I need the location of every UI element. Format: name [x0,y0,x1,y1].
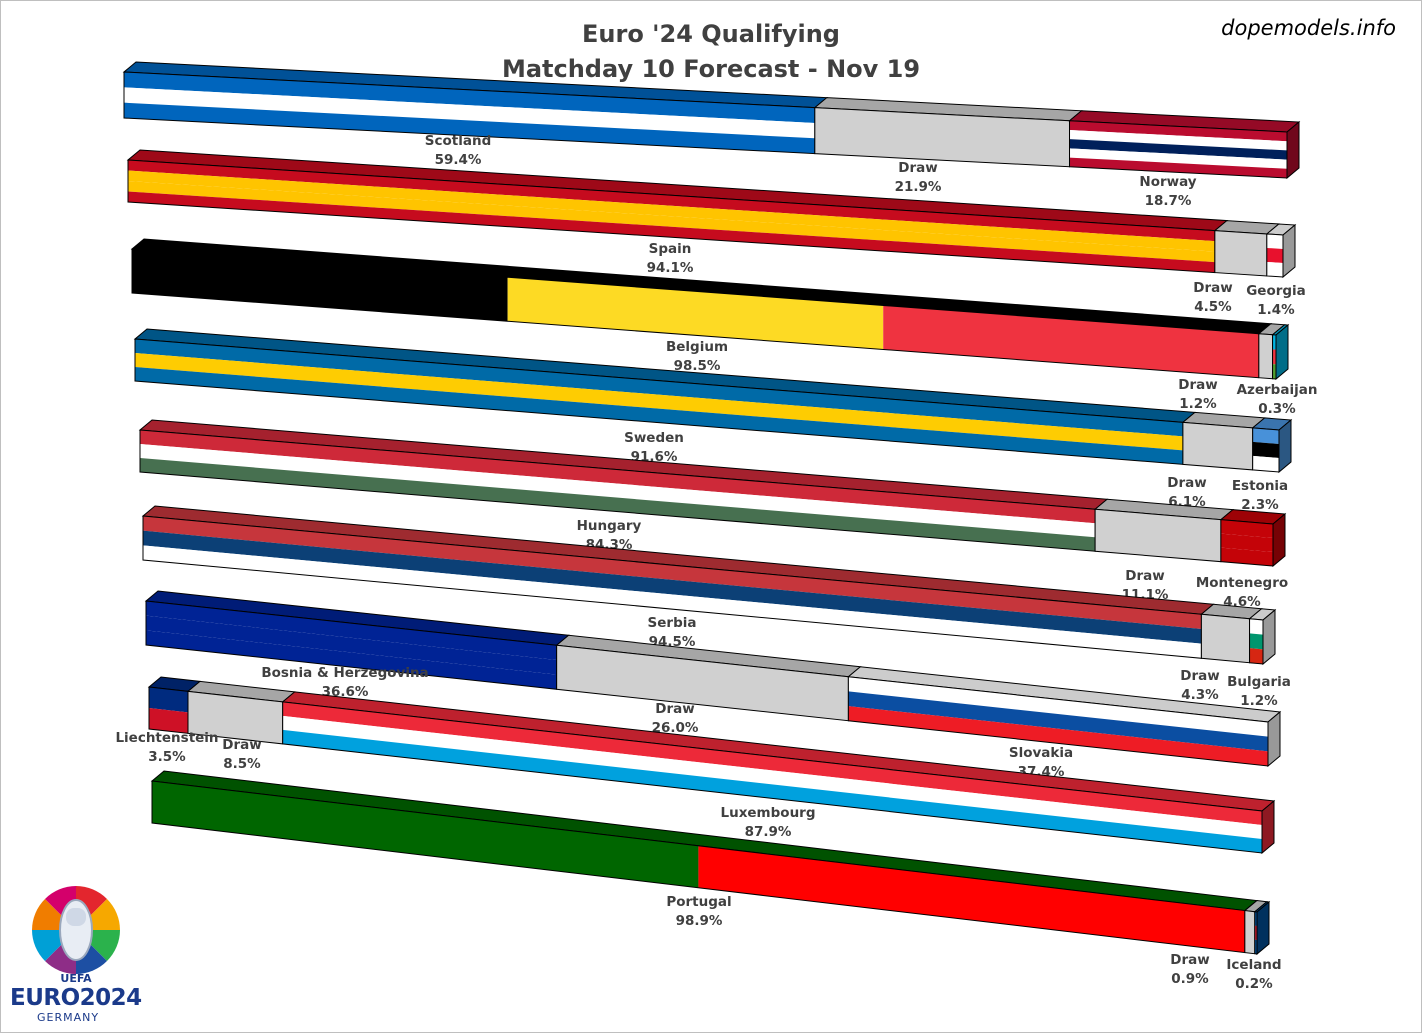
label-home-pct: 59.4% [435,152,482,168]
label-draw-name: Draw [1180,668,1219,684]
bar-segment-home [130,238,1273,379]
label-home-pct: 98.9% [676,913,723,929]
label-draw-name: Draw [1193,280,1232,296]
label-draw-pct: 4.5% [1194,299,1232,315]
label-draw-pct: 8.5% [223,756,261,772]
bar-end-cap [1286,120,1300,180]
label-away-pct: 18.7% [1145,193,1192,209]
bar-segment-away [1219,509,1287,567]
bar-end-cap [1282,223,1296,279]
bar-segment-home [141,505,1215,659]
bar-segment-home [133,328,1197,465]
label-home-pct: 3.5% [148,749,186,765]
bar-segment-draw [186,680,296,745]
label-draw-pct: 0.9% [1171,971,1209,987]
label-draw-pct: 21.9% [895,179,942,195]
label-home-name: Serbia [648,615,697,631]
label-away-pct: 1.2% [1240,693,1278,709]
bar-segment-draw [1200,603,1263,664]
label-home-pct: 98.5% [674,358,721,374]
label-away-pct: 2.3% [1241,497,1279,513]
bar-end-cap [1272,512,1286,568]
label-away-name: Estonia [1232,478,1288,494]
bar-segment-draw [1093,498,1235,563]
bar-end-cap [1256,900,1270,956]
label-away-name: Montenegro [1196,575,1288,591]
bar-segment-draw [1181,411,1266,471]
logo-brand-text: EURO2024 [10,985,142,1011]
label-away-name: Bulgaria [1227,674,1291,690]
label-draw-pct: 1.2% [1179,396,1217,412]
label-draw-name: Draw [222,737,261,753]
chart-title: Euro '24 Qualifying [582,20,840,48]
label-draw-pct: 26.0% [652,720,699,736]
bar-end-cap [1275,323,1289,381]
label-home-pct: 94.1% [647,260,694,276]
bar-segment-away [1265,223,1297,278]
label-away-pct: 87.9% [745,824,792,840]
bar-segment-draw [555,634,862,722]
label-draw-name: Draw [1170,952,1209,968]
svg-text:UEFA: UEFA [60,972,92,985]
label-home-name: Bosnia & Herzegovina [261,665,428,681]
label-away-pct: 1.4% [1257,302,1295,318]
label-home-name: Belgium [666,339,728,355]
bar-segment-away [1248,608,1277,665]
euro2024-logo-icon: UEFA [32,886,120,985]
label-home-name: Sweden [624,430,684,446]
bar-segment-away [1251,417,1293,473]
bar-segment-draw [813,97,1083,168]
label-draw-name: Draw [898,160,937,176]
bar-segment-away [847,666,1282,767]
bar-end-cap [1267,710,1281,768]
chart-subtitle: Matchday 10 Forecast - Nov 19 [501,55,921,83]
bar-end-cap [1261,799,1275,855]
bar-segment-away [281,691,1276,854]
logo-sub-text: GERMANY [37,1011,100,1024]
bar-segment-home [150,770,1259,954]
label-away-pct: 0.3% [1258,401,1296,417]
bar-segment-home [147,676,202,734]
bar-segment-away [1068,110,1301,179]
label-draw-name: Draw [1178,377,1217,393]
label-home-name: Portugal [666,894,731,910]
label-draw-pct: 4.3% [1181,687,1219,703]
label-away-name: Slovakia [1009,745,1073,761]
label-home-name: Spain [649,241,692,257]
bar-segment-home [126,149,1229,274]
credit-text: dopemodels.info [1221,16,1396,40]
label-home-name: Liechtenstein [115,730,218,746]
label-draw-name: Draw [1125,568,1164,584]
bar-segment-home [144,590,570,690]
label-home-name: Hungary [577,518,642,534]
label-home-name: Scotland [425,133,491,149]
label-draw-name: Draw [1167,475,1206,491]
label-away-name: Norway [1139,174,1196,190]
bar-segment-home [138,419,1109,552]
bar-segment-home [122,61,829,155]
label-away-pct: 0.2% [1235,976,1273,992]
label-away-name: Azerbaijan [1237,382,1318,398]
bar-end-cap [1262,608,1276,666]
bar-segment-draw [1257,323,1286,380]
label-away-name: Luxembourg [720,805,815,821]
label-away-name: Georgia [1246,283,1306,299]
label-draw-name: Draw [655,701,694,717]
label-away-name: Iceland [1226,957,1281,973]
bar-end-cap [1278,418,1292,474]
